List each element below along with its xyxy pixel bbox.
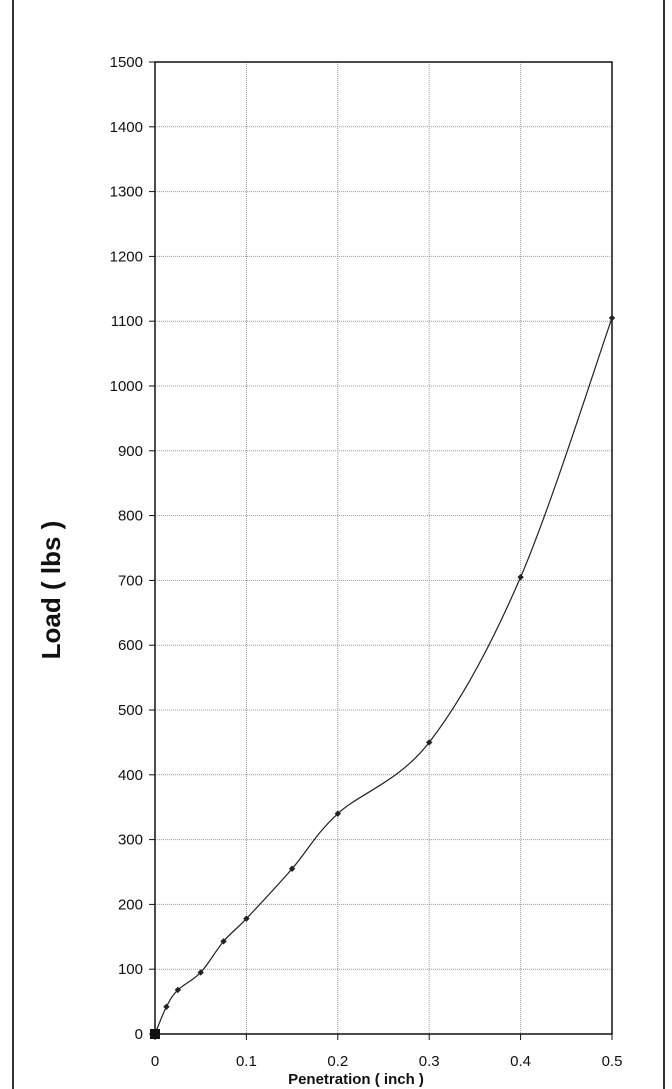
data-point <box>174 986 182 994</box>
x-tick-label: 0.3 <box>419 1053 440 1070</box>
data-point <box>197 969 204 976</box>
data-point <box>334 810 341 817</box>
data-point <box>163 1003 170 1010</box>
data-point <box>243 915 250 922</box>
data-point <box>608 314 616 322</box>
grid <box>154 61 613 1035</box>
x-tick-label: 0.5 <box>602 1053 623 1070</box>
axis-ticks: 0 100 200 300 400 500 600 700 800 900 1000 1100 1200… <box>110 54 623 1070</box>
data-point <box>288 865 296 872</box>
data-point <box>220 938 227 945</box>
y-tick-label: 900 <box>118 443 143 460</box>
y-tick-label: 1400 <box>110 119 143 136</box>
y-tick-label: 700 <box>118 572 143 589</box>
y-tick-label: 1300 <box>110 184 143 201</box>
series-layer <box>150 314 616 1039</box>
y-tick-label: 400 <box>118 767 143 784</box>
y-axis-title: Load ( lbs ) <box>36 521 66 660</box>
y-tick-label: 500 <box>118 702 143 719</box>
y-tick-label: 600 <box>118 637 143 654</box>
y-tick-label: 200 <box>118 896 143 913</box>
y-tick-label: 0 <box>135 1026 143 1043</box>
y-tick-label: 800 <box>118 508 143 525</box>
x-tick-label: 0.1 <box>236 1053 257 1070</box>
x-axis-title: Penetration ( inch ) <box>288 1071 424 1088</box>
data-point <box>426 739 433 746</box>
x-tick-label: 0.2 <box>327 1053 348 1070</box>
y-tick-label: 1100 <box>111 313 143 330</box>
x-tick-label: 0 <box>151 1053 159 1070</box>
origin-marker <box>150 1029 160 1039</box>
y-tick-label: 1000 <box>110 378 143 395</box>
data-point <box>517 573 524 581</box>
series-line <box>154 317 613 1035</box>
y-tick-label: 1200 <box>110 248 143 265</box>
x-tick-label: 0.4 <box>510 1053 531 1070</box>
plot-area <box>154 61 613 1035</box>
y-tick-label: 1500 <box>110 54 143 71</box>
y-tick-label: 300 <box>118 832 143 849</box>
y-tick-label: 100 <box>118 961 143 978</box>
